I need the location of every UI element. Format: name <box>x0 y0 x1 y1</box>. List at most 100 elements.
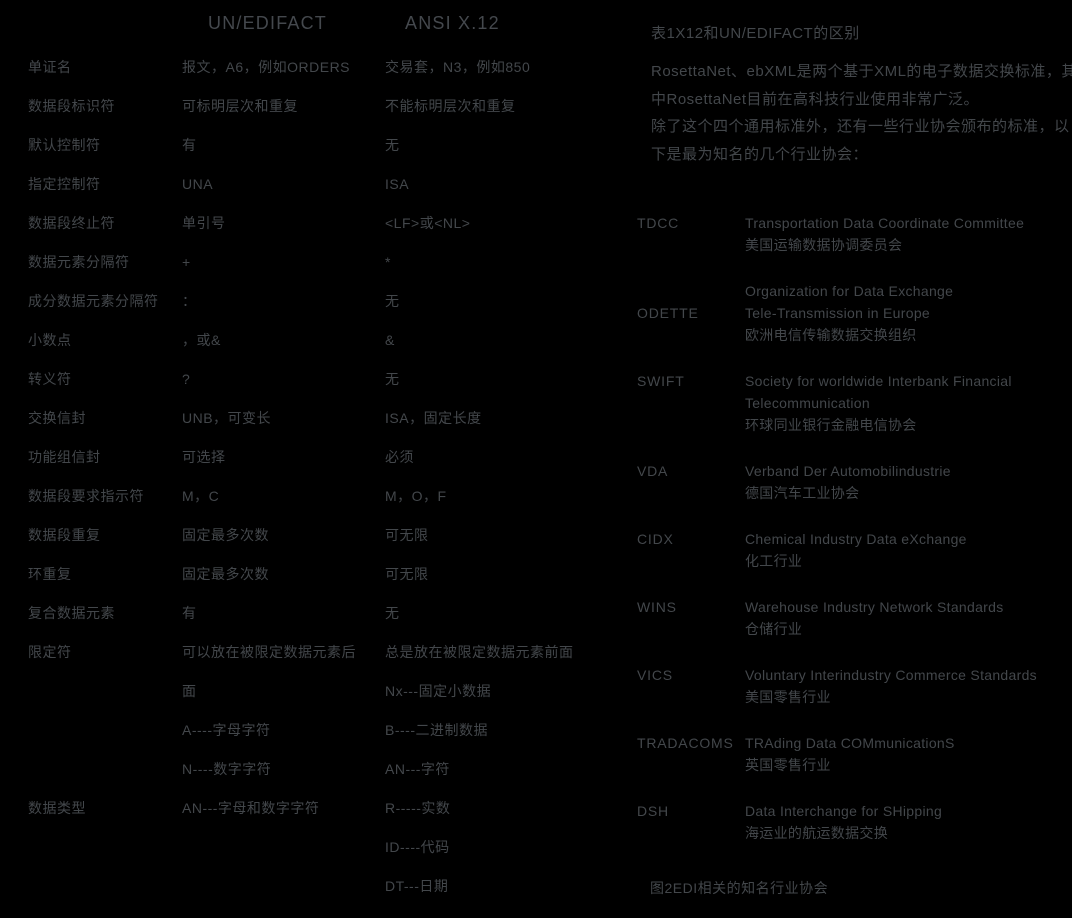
cell-line: ? <box>182 371 191 387</box>
ansi-cell: 总是放在被限定数据元素前面 Nx---固定小数据 <box>385 633 606 711</box>
ansi-cell: 必须 <box>385 438 606 477</box>
row-label: 数据段终止符 <box>28 215 115 231</box>
association-description: Warehouse Industry Network Standards 仓储行业 <box>745 596 1004 640</box>
ansi-cell: * <box>385 243 606 282</box>
cell-line: N----数字字符 <box>182 761 272 777</box>
cell-line: * <box>385 254 391 270</box>
cell-line: A----字母字符 <box>182 722 271 738</box>
ansi-cell: 无 <box>385 360 606 399</box>
row-label: 指定控制符 <box>28 176 101 192</box>
comparison-table-panel: UN/EDIFACT ANSI X.12 单证名 报文，A6，例如ORDERS 交易… <box>28 13 606 894</box>
table-row: 交换信封 UNB，可变长 ISA，固定长度 <box>28 399 606 438</box>
association-item: VDA Verband Der Automobilindustrie 德国汽车工业协… <box>637 460 1072 504</box>
cell-line: 无 <box>385 371 400 387</box>
notes-panel: 表1X12和UN/EDIFACT的区别 RosettaNet、ebXML是两个基… <box>637 22 1072 898</box>
association-acronym: CIDX <box>637 531 674 547</box>
cell-line: AN---字符 <box>385 761 450 777</box>
edifact-cell: 报文，A6，例如ORDERS <box>182 48 385 87</box>
association-english-name: TRAding Data COMmunicationS <box>745 735 955 751</box>
cell-line: R-----实数 <box>385 800 451 816</box>
table-row: 功能组信封 可选择 必须 <box>28 438 606 477</box>
edifact-cell: ： <box>182 282 385 321</box>
edifact-cell: A----字母字符 N----数字字符 AN---字母和数字字符 <box>182 711 385 828</box>
cell-line: ISA <box>385 176 410 192</box>
cell-line: UNB，可变长 <box>182 410 272 426</box>
association-description: Data Interchange for SHipping 海运业的航运数据交换 <box>745 800 942 844</box>
cell-line: 可以放在被限定数据元素后 <box>182 644 356 660</box>
association-english-name: Tele-Transmission in Europe <box>745 305 930 321</box>
table-row: 转义符? 无 <box>28 360 606 399</box>
cell-line: 可选择 <box>182 449 226 465</box>
cell-line: 无 <box>385 605 400 621</box>
association-chinese-name: 欧洲电信传输数据交换组织 <box>745 327 917 343</box>
row-label: 环重复 <box>28 566 72 582</box>
cell-line: 固定最多次数 <box>182 566 269 582</box>
association-item: CIDX Chemical Industry Data eXchange 化工行业 <box>637 528 1072 572</box>
table-row: 数据段终止符 单引号 <LF>或<NL> <box>28 204 606 243</box>
association-acronym: SWIFT <box>637 373 685 389</box>
cell-line: + <box>182 254 191 270</box>
ansi-cell: <LF>或<NL> <box>385 204 606 243</box>
cell-line: ID----代码 <box>385 839 450 855</box>
association-description: Verband Der Automobilindustrie 德国汽车工业协会 <box>745 460 951 504</box>
edifact-cell: ，或& <box>182 321 385 360</box>
edifact-cell: 有 <box>182 594 385 633</box>
table-row: 复合数据元素 有 无 <box>28 594 606 633</box>
edifact-cell: UNB，可变长 <box>182 399 385 438</box>
association-chinese-name: 化工行业 <box>745 553 803 569</box>
association-description: Society for worldwide Interbank Financia… <box>745 370 1012 436</box>
table-row: 数据段要求指示符 M，C M，O，F <box>28 477 606 516</box>
association-english-name: Chemical Industry Data eXchange <box>745 531 967 547</box>
association-english-name: Organization for Data Exchange <box>745 283 954 299</box>
edifact-cell: 单引号 <box>182 204 385 243</box>
intro-paragraph: 除了这个四个通用标准外，还有一些行业协会颁布的标准，以 下是最为知名的几个行业协会… <box>637 113 1072 168</box>
ansi-cell: M，O，F <box>385 477 606 516</box>
association-chinese-name: 仓储行业 <box>745 621 803 637</box>
edifact-cell: 固定最多次数 <box>182 516 385 555</box>
ansi-cell: 可无限 <box>385 516 606 555</box>
cell-line: 面 <box>182 683 197 699</box>
cell-line: ，或& <box>182 332 221 348</box>
paragraph-line: 下是最为知名的几个行业协会： <box>651 145 869 163</box>
association-item: SWIFT Society for worldwide Interbank Fin… <box>637 370 1072 436</box>
association-chinese-name: 环球同业银行金融电信协会 <box>745 417 917 433</box>
row-label: 限定符 <box>28 644 72 660</box>
association-description: Transportation Data Coordinate Committee… <box>745 212 1024 256</box>
table-row: 小数点 ，或& & <box>28 321 606 360</box>
cell-line: 单引号 <box>182 215 226 231</box>
paragraph-line: RosettaNet、ebXML是两个基于XML的电子数据交换标准，其 <box>651 63 1072 80</box>
row-label: 单证名 <box>28 59 72 75</box>
ansi-cell: & <box>385 321 606 360</box>
ansi-cell: 无 <box>385 594 606 633</box>
association-chinese-name: 美国零售行业 <box>745 689 831 705</box>
cell-line: & <box>385 332 395 348</box>
association-item: VICS Voluntary Interindustry Commerce Sta… <box>637 664 1072 708</box>
association-item: TDCC Transportation Data Coordinate Commi… <box>637 212 1072 256</box>
association-item: ODETTE Organization for Data Exchange Tele… <box>637 280 1072 346</box>
cell-line: 不能标明层次和重复 <box>385 98 516 114</box>
ansi-cell: 无 <box>385 282 606 321</box>
row-label: 交换信封 <box>28 410 86 426</box>
column-header-ansi: ANSI X.12 <box>405 13 500 33</box>
association-english-name: Data Interchange for SHipping <box>745 803 943 819</box>
association-chinese-name: 英国零售行业 <box>745 757 831 773</box>
table-row: 数据元素分隔符 + * <box>28 243 606 282</box>
row-label: 功能组信封 <box>28 449 101 465</box>
edifact-cell: 固定最多次数 <box>182 555 385 594</box>
cell-line: Nx---固定小数据 <box>385 683 492 699</box>
ansi-cell: 可无限 <box>385 555 606 594</box>
association-description: TRAding Data COMmunicationS 英国零售行业 <box>745 732 955 776</box>
cell-line: 可无限 <box>385 527 429 543</box>
row-label: 默认控制符 <box>28 137 101 153</box>
edifact-cell: 可标明层次和重复 <box>182 87 385 126</box>
association-english-name: Verband Der Automobilindustrie <box>745 463 951 479</box>
cell-line: M，O，F <box>385 488 447 504</box>
association-english-name: Voluntary Interindustry Commerce Standar… <box>745 667 1037 683</box>
cell-line: 可无限 <box>385 566 429 582</box>
cell-line: UNA <box>182 176 214 192</box>
association-acronym: VICS <box>637 667 673 683</box>
association-chinese-name: 海运业的航运数据交换 <box>745 825 888 841</box>
table-row: 指定控制符 UNA ISA <box>28 165 606 204</box>
paragraph-line: 除了这个四个通用标准外，还有一些行业协会颁布的标准，以 <box>651 118 1070 135</box>
association-english-name: Warehouse Industry Network Standards <box>745 599 1004 615</box>
